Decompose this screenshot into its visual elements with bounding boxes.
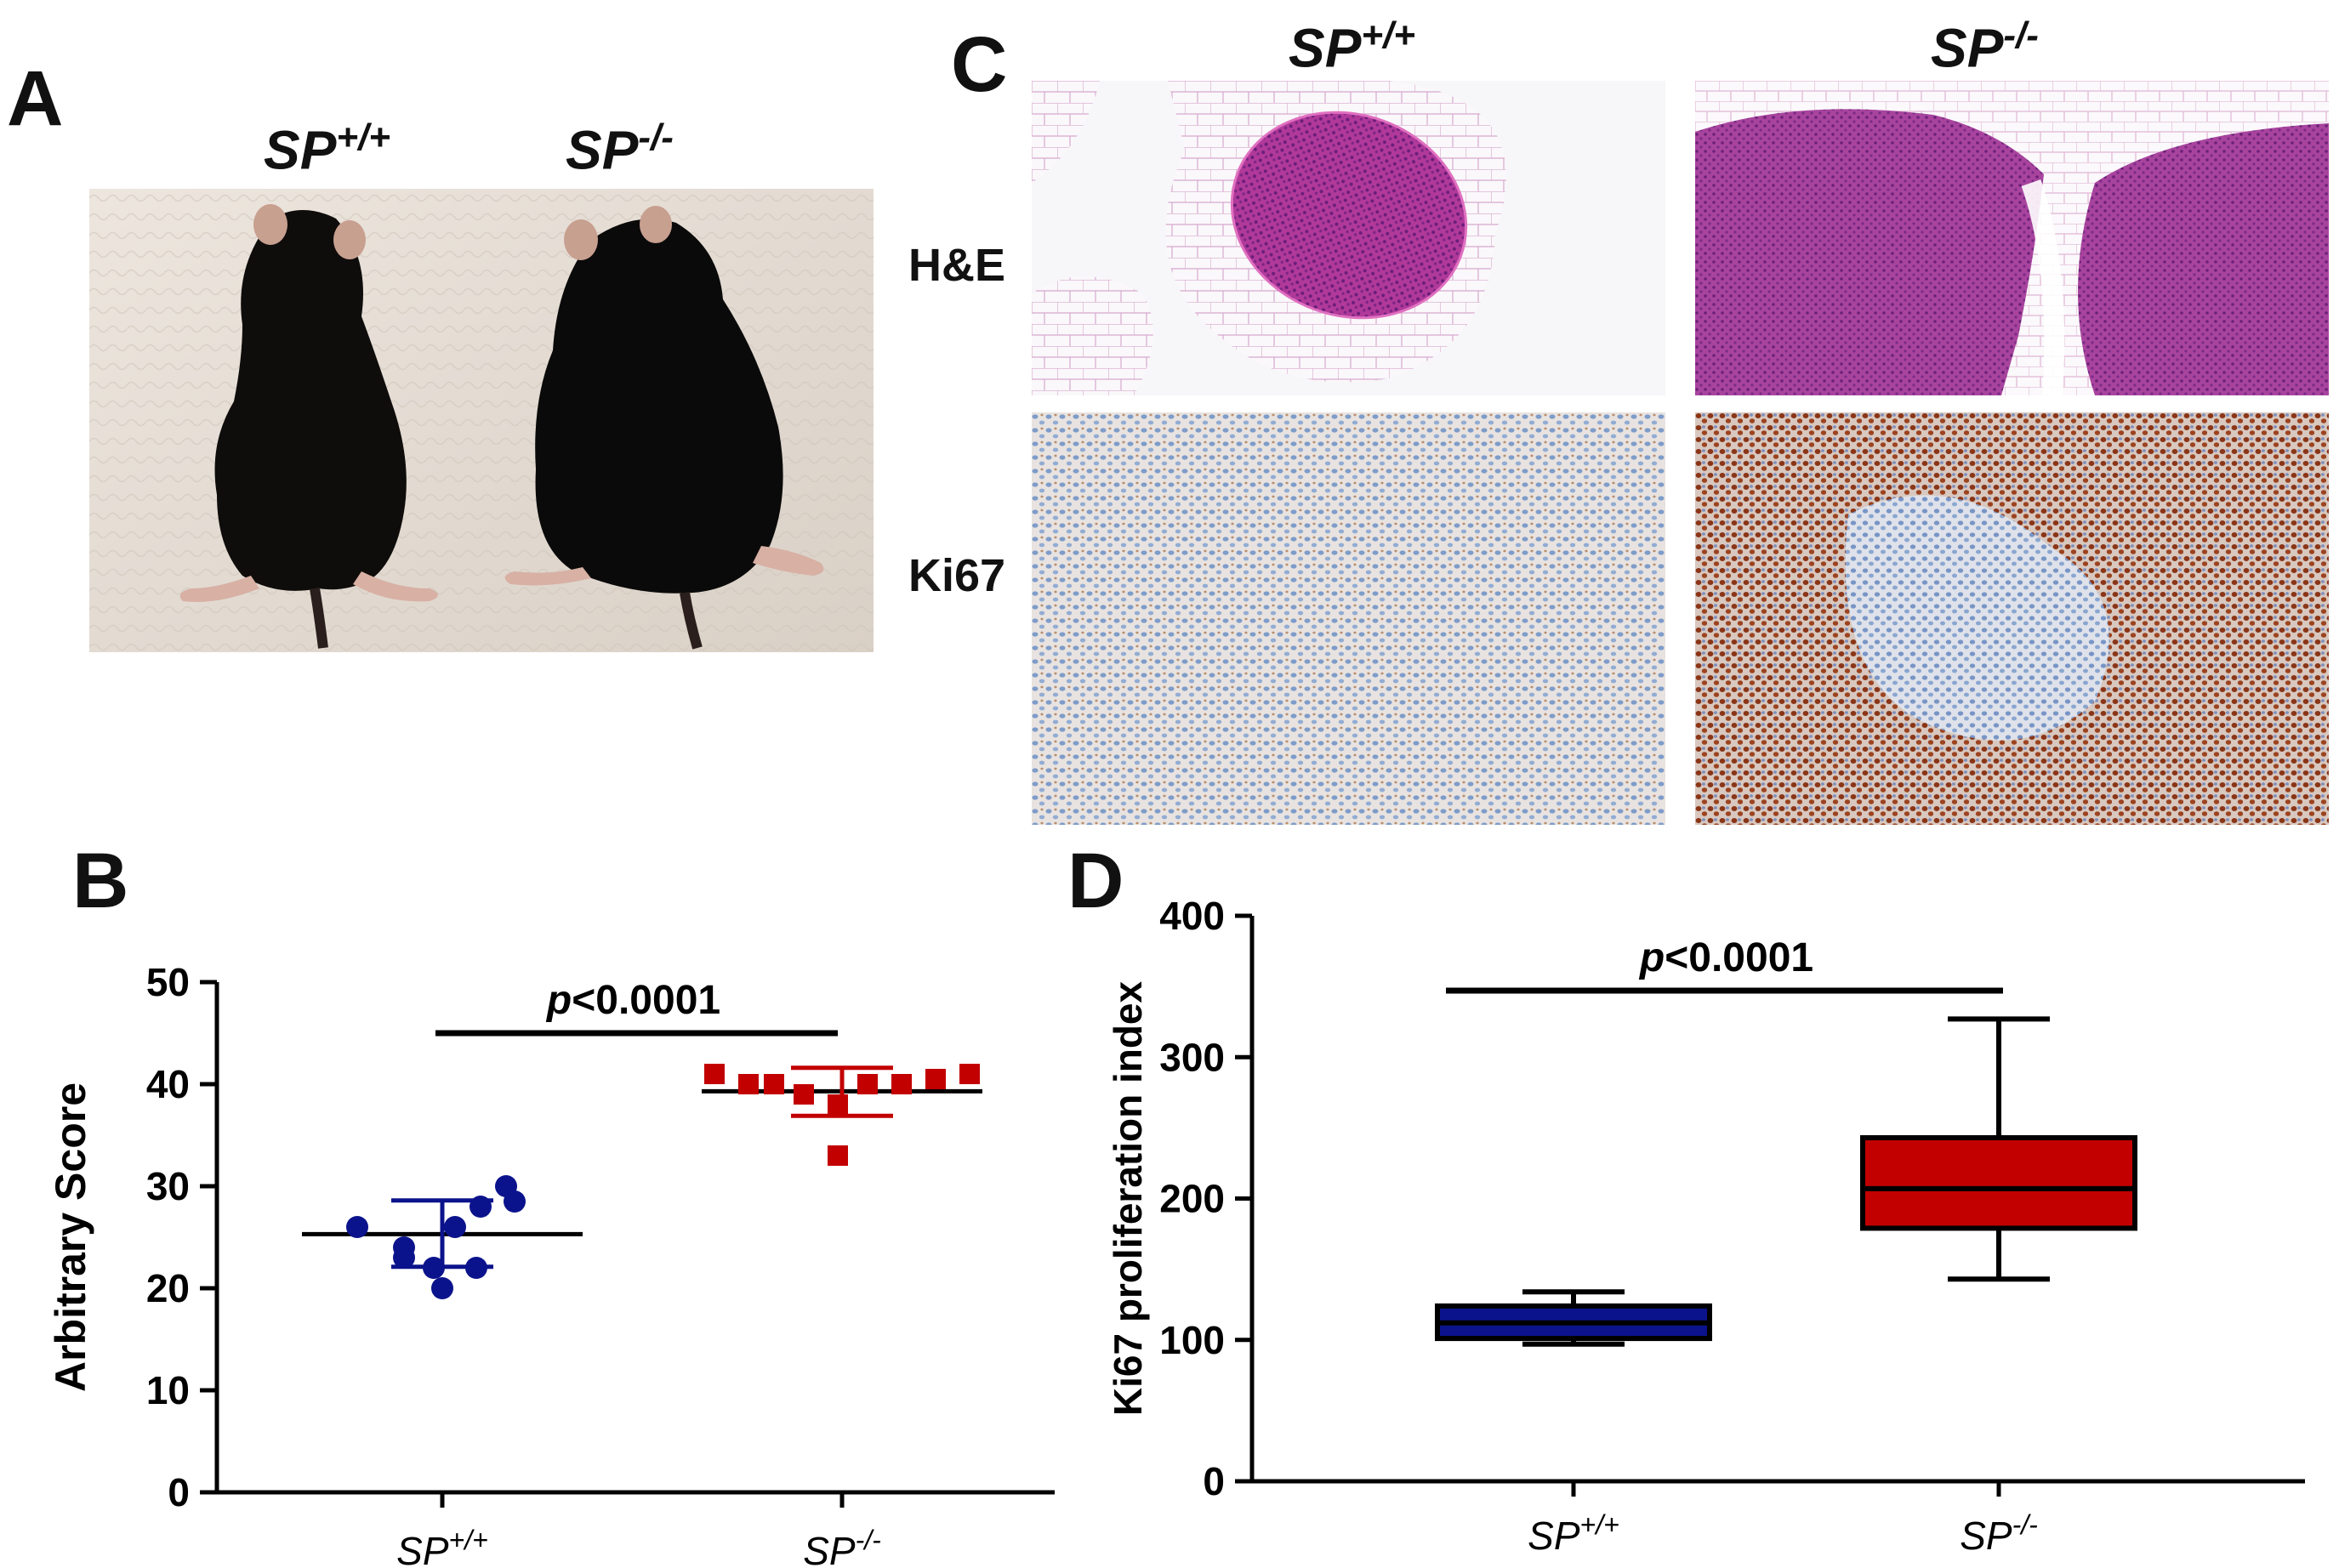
- data-point: [738, 1074, 759, 1094]
- genotype-base: SP: [566, 119, 639, 181]
- data-point: [891, 1074, 912, 1094]
- he-ko-image: [1695, 81, 2329, 395]
- ki67-ko-image: [1695, 412, 2329, 825]
- x-tick-label: SP+/+: [1528, 1509, 1619, 1558]
- y-tick-label: 300: [1159, 1035, 1225, 1079]
- genotype-base: SP: [396, 1529, 449, 1568]
- y-axis-label: Ki67 proliferation index: [1106, 980, 1150, 1416]
- genotype-base: SP: [1960, 1514, 2012, 1558]
- ki67-wt-image: [1032, 412, 1665, 825]
- genotype-base: SP: [1528, 1514, 1580, 1558]
- panel-label-c: C: [951, 21, 1008, 108]
- panel-c-genotype-wt: SP+/+: [1289, 14, 1415, 79]
- data-point: [465, 1257, 487, 1279]
- genotype-base: SP: [1931, 17, 2004, 79]
- p-symbol: p: [545, 978, 572, 1023]
- data-point: [925, 1069, 946, 1089]
- y-axis-label: Arbitrary Score: [47, 1082, 94, 1392]
- p-value: <0.0001: [572, 978, 720, 1023]
- data-point: [828, 1094, 848, 1115]
- y-tick-label: 50: [146, 960, 190, 1004]
- p-symbol: p: [1638, 935, 1665, 980]
- row-label-he: H&E: [908, 240, 1006, 291]
- mice-photo: [89, 189, 874, 652]
- panel-a-genotype-ko: SP-/-: [566, 116, 674, 181]
- panel-label-a: A: [7, 55, 64, 142]
- mouse-ko: [504, 206, 824, 650]
- genotype-sup: -/-: [638, 116, 674, 158]
- genotype-sup: +/+: [449, 1525, 488, 1555]
- data-point: [470, 1196, 492, 1218]
- genotype-sup: -/-: [856, 1525, 881, 1555]
- he-wt-image: [1032, 81, 1665, 395]
- data-point: [431, 1277, 453, 1299]
- genotype-base: SP: [803, 1529, 856, 1568]
- data-point: [959, 1064, 980, 1084]
- box: [1860, 1135, 2137, 1231]
- panel-label-b: B: [72, 838, 129, 924]
- data-point: [444, 1216, 466, 1238]
- y-tick-label: 30: [146, 1164, 190, 1208]
- genotype-base: SP: [1289, 17, 1362, 79]
- panel-a-genotype-wt: SP+/+: [264, 116, 390, 181]
- x-tick-label: SP-/-: [803, 1525, 881, 1568]
- x-tick-label: SP-/-: [1960, 1509, 2038, 1558]
- genotype-base: SP: [264, 119, 337, 181]
- panel-label-d: D: [1067, 838, 1124, 924]
- genotype-sup: -/-: [2003, 14, 2039, 56]
- data-point: [423, 1257, 445, 1279]
- data-point: [704, 1064, 725, 1084]
- p-value: <0.0001: [1665, 935, 1813, 980]
- y-tick-label: 0: [168, 1470, 190, 1514]
- p-value-label: p<0.0001: [545, 978, 720, 1023]
- genotype-sup: +/+: [1361, 14, 1415, 56]
- y-tick-label: 40: [146, 1062, 190, 1106]
- data-point: [764, 1074, 784, 1094]
- y-tick-label: 20: [146, 1266, 190, 1310]
- data-point: [794, 1084, 814, 1105]
- x-tick-label: SP+/+: [396, 1525, 488, 1568]
- y-tick-label: 0: [1203, 1459, 1225, 1503]
- data-point: [393, 1247, 415, 1269]
- p-value-label: p<0.0001: [1638, 935, 1813, 980]
- data-point: [857, 1074, 878, 1094]
- genotype-sup: +/+: [1580, 1509, 1619, 1540]
- y-tick-label: 200: [1159, 1177, 1225, 1221]
- data-point: [504, 1190, 526, 1213]
- genotype-sup: -/-: [2012, 1509, 2038, 1540]
- y-tick-label: 10: [146, 1368, 190, 1412]
- mouse-wt: [179, 204, 438, 649]
- y-tick-label: 400: [1159, 894, 1225, 938]
- data-point: [828, 1145, 848, 1166]
- panel-c-genotype-ko: SP-/-: [1931, 14, 2039, 79]
- row-label-ki67: Ki67: [908, 550, 1006, 601]
- y-tick-label: 100: [1159, 1318, 1225, 1362]
- data-point: [346, 1216, 368, 1238]
- genotype-sup: +/+: [336, 116, 390, 158]
